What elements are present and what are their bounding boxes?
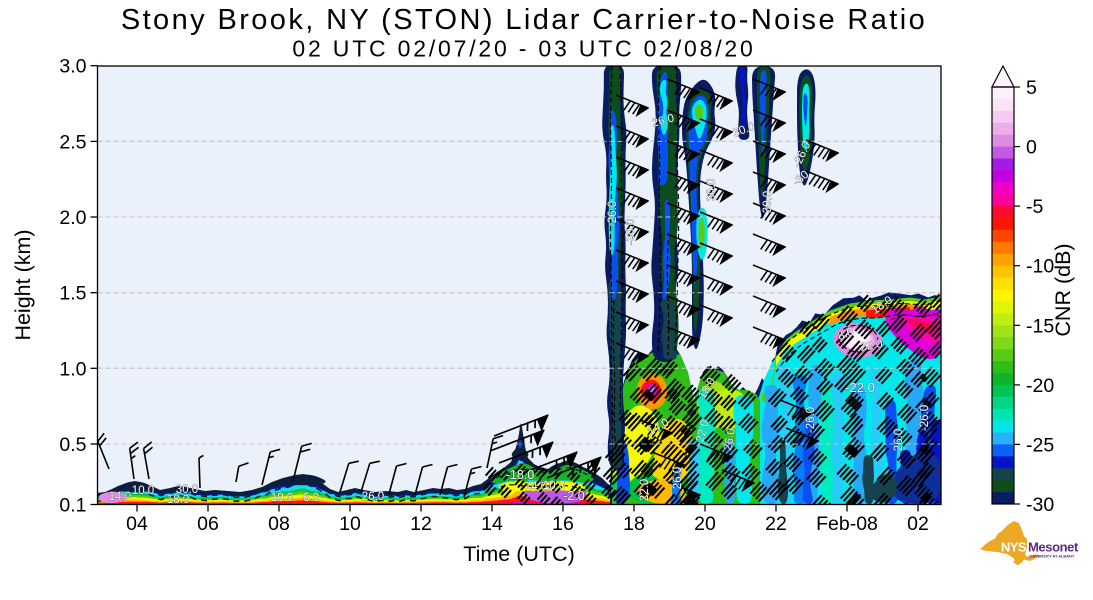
svg-text:18.0: 18.0 bbox=[167, 494, 189, 506]
svg-text:18: 18 bbox=[623, 513, 645, 535]
svg-text:-26.0: -26.0 bbox=[607, 201, 619, 227]
svg-text:NYS: NYS bbox=[1001, 540, 1027, 555]
svg-text:CNR (dB): CNR (dB) bbox=[1051, 243, 1075, 336]
svg-text:22.0: 22.0 bbox=[694, 419, 711, 444]
svg-text:26.0: 26.0 bbox=[672, 467, 684, 489]
svg-text:UNIVERSITY AT ALBANY: UNIVERSITY AT ALBANY bbox=[1029, 554, 1075, 559]
svg-text:-18.0: -18.0 bbox=[506, 468, 535, 482]
svg-text:-10: -10 bbox=[1026, 256, 1054, 278]
svg-text:26.0: 26.0 bbox=[362, 491, 384, 503]
svg-text:10.0: 10.0 bbox=[132, 485, 154, 497]
svg-text:26.0: 26.0 bbox=[722, 427, 738, 451]
svg-text:02 UTC 02/07/20 - 03 UTC 02/08: 02 UTC 02/07/20 - 03 UTC 02/08/20 bbox=[292, 36, 755, 62]
svg-text:14: 14 bbox=[481, 513, 503, 535]
svg-text:10: 10 bbox=[339, 513, 361, 535]
svg-text:04: 04 bbox=[126, 513, 148, 535]
svg-text:14.0: 14.0 bbox=[525, 481, 547, 493]
svg-text:Feb-08: Feb-08 bbox=[816, 513, 878, 535]
svg-text:-30: -30 bbox=[1026, 494, 1054, 516]
svg-text:06: 06 bbox=[197, 513, 219, 535]
svg-text:2.5: 2.5 bbox=[59, 131, 86, 153]
svg-text:6.0: 6.0 bbox=[303, 492, 319, 504]
svg-text:Time (UTC): Time (UTC) bbox=[463, 542, 574, 566]
svg-text:26.0: 26.0 bbox=[893, 429, 905, 451]
svg-text:14.0: 14.0 bbox=[109, 491, 131, 503]
svg-text:-15: -15 bbox=[1026, 315, 1054, 337]
svg-text:3.0: 3.0 bbox=[59, 56, 86, 78]
svg-text:30.0: 30.0 bbox=[706, 179, 718, 201]
svg-text:5: 5 bbox=[1026, 77, 1037, 99]
svg-text:02: 02 bbox=[907, 513, 929, 535]
svg-text:1.0: 1.0 bbox=[59, 358, 86, 380]
svg-text:30.0: 30.0 bbox=[176, 484, 198, 496]
svg-text:-22.0: -22.0 bbox=[845, 380, 875, 395]
svg-text:0.5: 0.5 bbox=[59, 434, 86, 456]
svg-text:26.0: 26.0 bbox=[651, 112, 676, 129]
svg-text:22.0: 22.0 bbox=[639, 479, 651, 501]
svg-text:1.5: 1.5 bbox=[59, 283, 86, 305]
svg-text:Mesonet: Mesonet bbox=[1028, 540, 1079, 555]
svg-text:-30.0: -30.0 bbox=[625, 219, 637, 245]
svg-text:-26.0: -26.0 bbox=[919, 405, 931, 431]
svg-text:2.0: 2.0 bbox=[59, 207, 86, 229]
svg-text:22: 22 bbox=[765, 513, 787, 535]
svg-text:-20: -20 bbox=[1026, 375, 1054, 397]
svg-text:10.0: 10.0 bbox=[543, 480, 565, 492]
svg-text:-26.0: -26.0 bbox=[805, 407, 817, 433]
svg-text:08: 08 bbox=[268, 513, 290, 535]
svg-text:20: 20 bbox=[694, 513, 716, 535]
svg-text:Height (km): Height (km) bbox=[11, 229, 35, 340]
svg-text:-2.0: -2.0 bbox=[563, 489, 585, 503]
svg-text:30.0: 30.0 bbox=[762, 191, 774, 213]
svg-text:0.1: 0.1 bbox=[59, 495, 86, 517]
svg-text:22.0: 22.0 bbox=[859, 338, 883, 354]
svg-text:16: 16 bbox=[552, 513, 574, 535]
svg-text:0: 0 bbox=[1026, 137, 1037, 159]
svg-text:10.0: 10.0 bbox=[271, 492, 293, 504]
svg-text:-25: -25 bbox=[1026, 434, 1054, 456]
svg-text:-5: -5 bbox=[1026, 196, 1043, 218]
svg-text:Stony Brook, NY (STON) Lidar C: Stony Brook, NY (STON) Lidar Carrier-to-… bbox=[121, 4, 927, 36]
svg-text:12: 12 bbox=[410, 513, 432, 535]
